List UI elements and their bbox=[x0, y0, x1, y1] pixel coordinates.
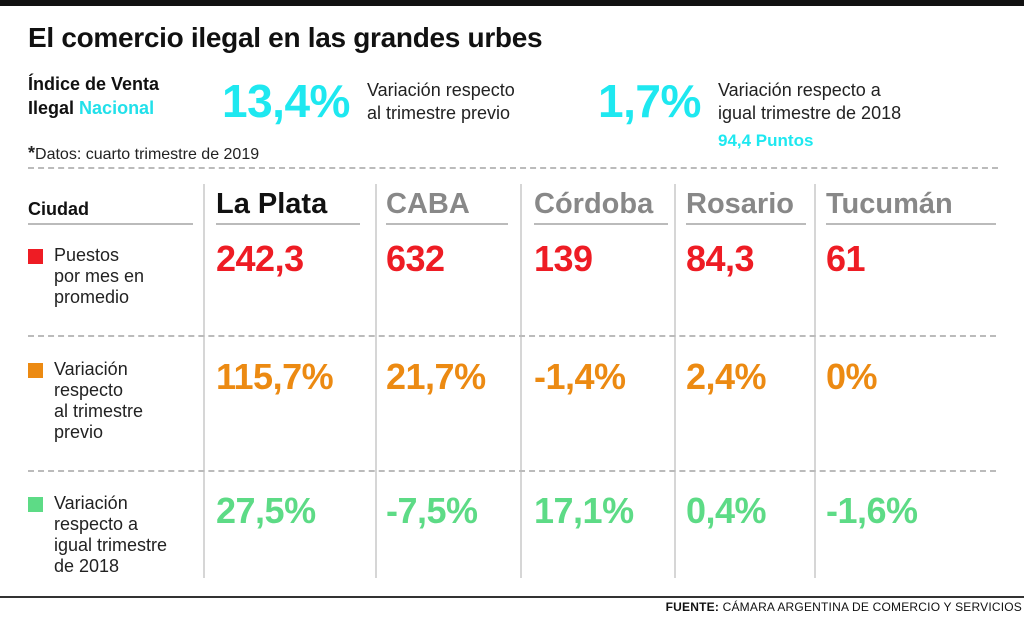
source-label: FUENTE: bbox=[665, 600, 720, 614]
cell-puestos-tucuman: 61 bbox=[826, 238, 866, 279]
column-divider bbox=[520, 184, 522, 578]
bottom-rule bbox=[0, 596, 1024, 598]
cell-trimestre-la-plata: 115,7% bbox=[216, 356, 334, 397]
separator-dashed bbox=[28, 167, 998, 169]
city-column-header: Ciudad bbox=[28, 199, 89, 219]
header-underline bbox=[216, 223, 360, 225]
header-underline bbox=[686, 223, 806, 225]
cell-anual-cordoba: 17,1% bbox=[534, 490, 634, 531]
row-label-line: Variación bbox=[54, 359, 128, 379]
footnote-star: * bbox=[28, 143, 36, 163]
kpi-quarterly-value: 13,4% bbox=[222, 75, 350, 127]
header-underline bbox=[28, 223, 193, 225]
kpi-quarterly-description: Variación respecto al trimestre previo bbox=[367, 79, 515, 125]
kpi-yearly-desc-line2: igual trimestre de 2018 bbox=[718, 103, 902, 123]
source-text: CÁMARA ARGENTINA DE COMERCIO Y SERVICIOS bbox=[722, 600, 1022, 614]
index-label-ilegal: Ilegal bbox=[28, 98, 75, 118]
row-separator bbox=[28, 335, 996, 337]
cell-trimestre-cordoba: -1,4% bbox=[534, 356, 626, 397]
source-credit: FUENTE: CÁMARA ARGENTINA DE COMERCIO Y S… bbox=[666, 600, 1022, 614]
column-divider bbox=[375, 184, 377, 578]
header-underline bbox=[826, 223, 996, 225]
row-label-line: al trimestre bbox=[54, 401, 144, 421]
orange-square-icon bbox=[28, 363, 43, 378]
page-title: El comercio ilegal en las grandes urbes bbox=[28, 22, 543, 53]
red-square-icon bbox=[28, 249, 43, 264]
kpi-quarterly-desc-line2: al trimestre previo bbox=[367, 103, 511, 123]
column-divider bbox=[674, 184, 676, 578]
cell-anual-tucuman: -1,6% bbox=[826, 490, 918, 531]
row-label-line: por mes en bbox=[54, 266, 145, 286]
kpi-points: 94,4 Puntos bbox=[718, 131, 814, 150]
header-underline bbox=[534, 223, 668, 225]
kpi-yearly-value: 1,7% bbox=[598, 75, 701, 127]
kpi-quarterly-desc-line1: Variación respecto bbox=[367, 80, 515, 100]
index-label-line2: Ilegal Nacional bbox=[28, 96, 159, 120]
index-label: Índice de Venta Ilegal Nacional bbox=[28, 72, 159, 120]
cell-trimestre-rosario: 2,4% bbox=[686, 356, 767, 397]
row-label-line: igual trimestre bbox=[54, 535, 168, 555]
row-label-line: promedio bbox=[54, 287, 130, 307]
cell-puestos-la-plata: 242,3 bbox=[216, 238, 304, 279]
row-label-line: Variación bbox=[54, 493, 128, 513]
cell-anual-rosario: 0,4% bbox=[686, 490, 767, 531]
green-square-icon bbox=[28, 497, 43, 512]
cell-trimestre-caba: 21,7% bbox=[386, 356, 486, 397]
cell-anual-caba: -7,5% bbox=[386, 490, 478, 531]
city-caba: CABA bbox=[386, 188, 470, 220]
row-label-line: respecto bbox=[54, 380, 124, 400]
header-underline bbox=[386, 223, 508, 225]
city-cordoba: Córdoba bbox=[534, 188, 654, 220]
row-label-line: de 2018 bbox=[54, 556, 120, 576]
row-separator bbox=[28, 470, 996, 472]
row-label-line: respecto a bbox=[54, 514, 139, 534]
kpi-yearly-desc-line1: Variación respecto a bbox=[718, 80, 881, 100]
row-label-puestos: Puestos por mes en promedio bbox=[28, 245, 144, 308]
city-rosario: Rosario bbox=[686, 188, 794, 220]
column-divider bbox=[814, 184, 816, 578]
cell-trimestre-tucuman: 0% bbox=[826, 356, 878, 397]
footnote: *Datos: cuarto trimestre de 2019 bbox=[28, 143, 259, 164]
footnote-text: Datos: cuarto trimestre de 2019 bbox=[35, 146, 260, 163]
kpi-yearly-description: Variación respecto a igual trimestre de … bbox=[718, 79, 901, 125]
cell-anual-la-plata: 27,5% bbox=[216, 490, 316, 531]
row-label-line: previo bbox=[54, 422, 104, 442]
cell-puestos-cordoba: 139 bbox=[534, 238, 593, 279]
index-label-nacional: Nacional bbox=[79, 98, 155, 118]
city-la-plata: La Plata bbox=[216, 188, 328, 220]
top-rule bbox=[0, 0, 1024, 6]
row-label-variacion-trimestre: Variación respecto al trimestre previo bbox=[28, 359, 143, 443]
index-label-line1: Índice de Venta bbox=[28, 74, 160, 94]
cell-puestos-rosario: 84,3 bbox=[686, 238, 755, 279]
row-label-line: Puestos bbox=[54, 245, 120, 265]
cell-puestos-caba: 632 bbox=[386, 238, 445, 279]
city-tucuman: Tucumán bbox=[826, 188, 953, 220]
row-label-variacion-anual: Variación respecto a igual trimestre de … bbox=[28, 493, 167, 577]
column-divider bbox=[203, 184, 205, 578]
